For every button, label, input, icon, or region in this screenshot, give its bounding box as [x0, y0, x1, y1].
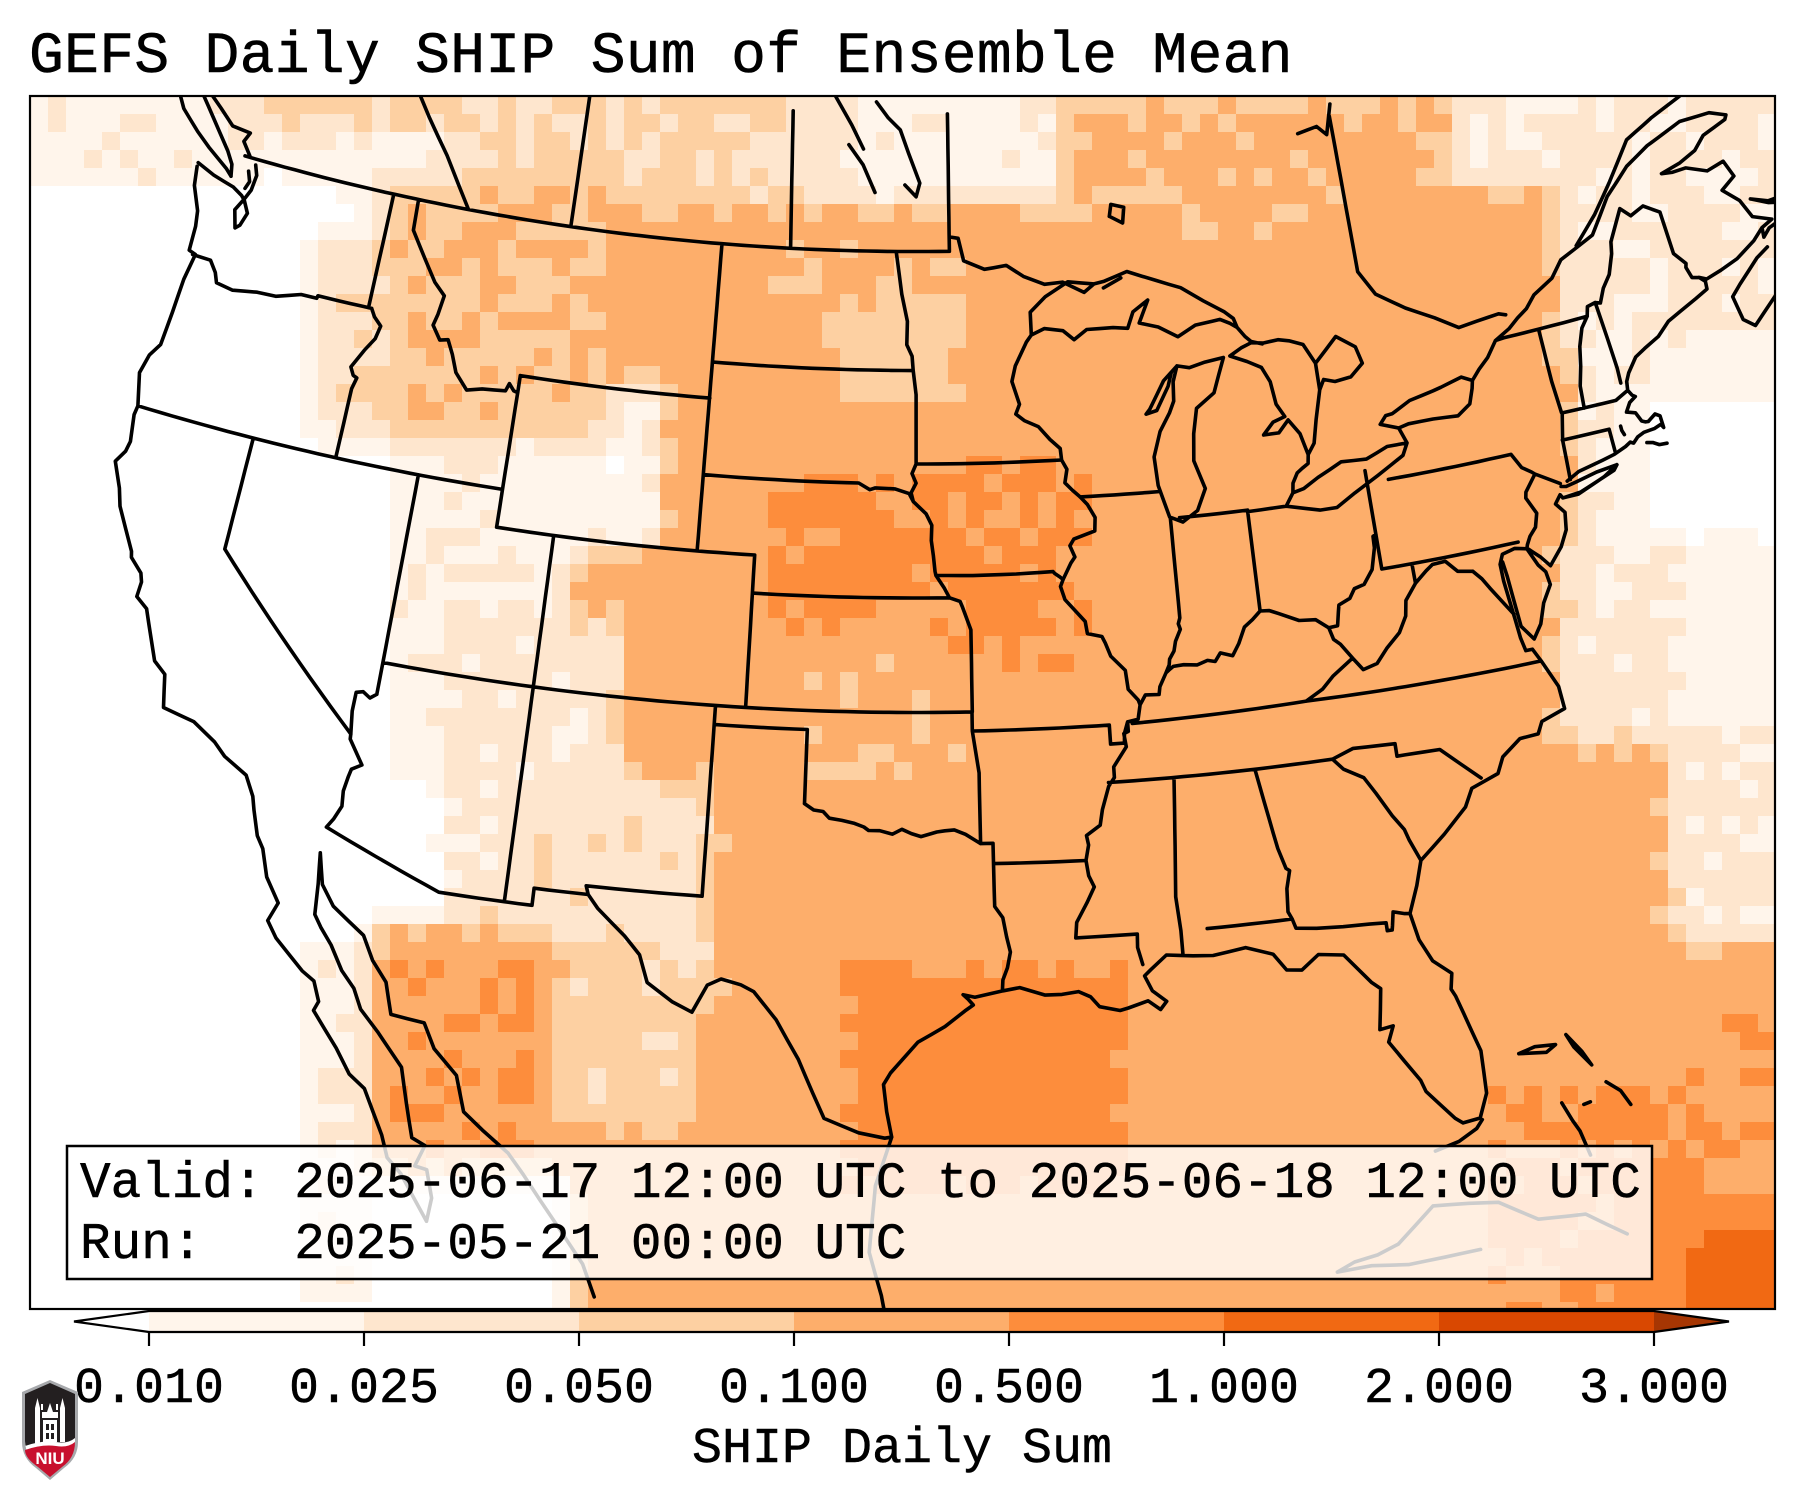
svg-text:Run: 2025-05-21 00:00 UTC: Run: 2025-05-21 00:00 UTC	[80, 1217, 906, 1274]
svg-text:0.025: 0.025	[289, 1361, 439, 1418]
svg-text:NIU: NIU	[35, 1449, 64, 1468]
svg-text:3.000: 3.000	[1579, 1361, 1729, 1418]
svg-text:0.010: 0.010	[74, 1361, 224, 1418]
svg-text:0.050: 0.050	[504, 1361, 654, 1418]
svg-text:2.000: 2.000	[1364, 1361, 1514, 1418]
svg-text:0.500: 0.500	[934, 1361, 1084, 1418]
svg-text:Valid: 2025-06-17 12:00 UTC to: Valid: 2025-06-17 12:00 UTC to 2025-06-1…	[80, 1156, 1641, 1213]
svg-text:SHIP Daily Sum: SHIP Daily Sum	[692, 1421, 1112, 1478]
svg-text:GEFS Daily SHIP Sum of Ensembl: GEFS Daily SHIP Sum of Ensemble Mean	[29, 25, 1293, 90]
svg-text:1.000: 1.000	[1149, 1361, 1299, 1418]
svg-text:0.100: 0.100	[719, 1361, 869, 1418]
